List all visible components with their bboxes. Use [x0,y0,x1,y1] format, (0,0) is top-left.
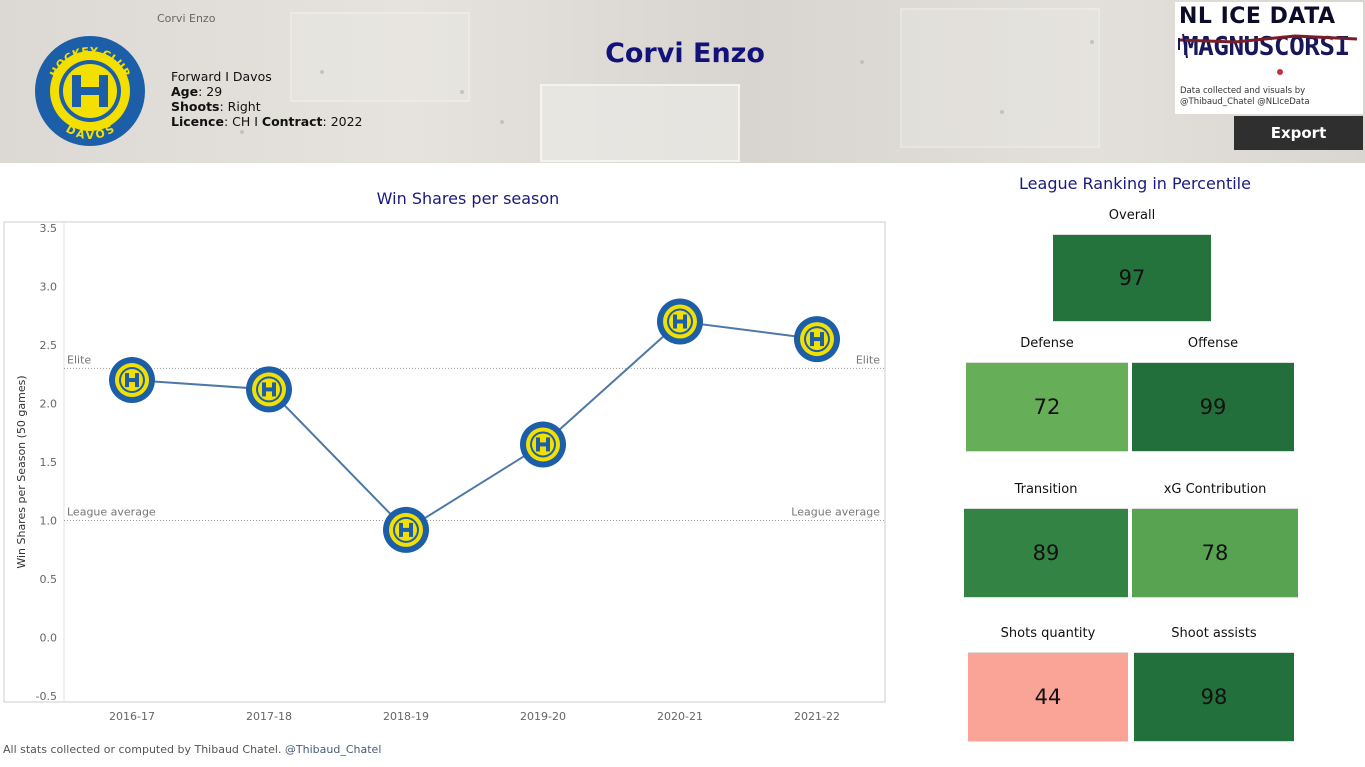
player-licence-contract: Licence: CH I Contract: 2022 [171,114,363,129]
reference-label-left: League average [67,506,156,519]
page-title: Corvi Enzo [605,38,765,69]
brand-logo: NL ICE DATA MAGNUSCORSI Data collected a… [1175,2,1363,114]
marker-logo-letter [536,442,550,447]
header-banner: Corvi Enzo HOCKEY CLUB DAVOS Forward I D… [0,0,1365,163]
banner-speck [1000,110,1004,114]
banner-speck [460,90,464,94]
player-name-small: Corvi Enzo [157,12,216,25]
percentile-tile-overall: 97 [1053,234,1211,322]
x-tick-label: 2016-17 [109,710,155,723]
marker-logo-letter [673,319,687,324]
win-shares-chart: Win Shares per Season (50 games) 3.5 3.0 2… [3,221,886,723]
export-button[interactable]: Export [1234,116,1363,150]
percentile-label-overall: Overall [1108,208,1156,223]
footer-credit: All stats collected or computed by Thiba… [3,743,382,756]
x-tick-label: 2021-22 [794,710,840,723]
y-tick-label: 0.5 [40,573,58,586]
data-point-marker [109,357,155,404]
percentile-label-xg-contribution: xG Contribution [1163,482,1267,497]
x-tick-label: 2020-21 [657,710,703,723]
percentile-tile-defense: 72 [966,362,1128,452]
brand-scribble-icon [1178,33,1358,75]
player-age: Age: 29 [171,84,223,99]
y-tick-label: 2.5 [40,339,58,352]
club-logo: HOCKEY CLUB DAVOS [35,36,145,146]
percentile-label-shoot-assists: Shoot assists [1171,626,1257,641]
marker-logo-letter [125,378,139,383]
y-tick-label: 0.0 [40,632,58,645]
banner-speck [860,60,864,64]
marker-logo-letter [399,527,413,532]
reference-label-right: Elite [856,353,880,366]
y-tick-label: 1.5 [40,456,58,469]
player-shoots: Shoots: Right [171,99,261,114]
brand-title: NL ICE DATA [1179,4,1336,29]
marker-logo-letter [810,337,824,342]
chart-frame [3,221,886,703]
y-tick-label: 2.0 [40,397,58,410]
y-axis-label: Win Shares per Season (50 games) [15,375,28,568]
percentile-tile-xg-contribution: 78 [1132,508,1298,598]
percentile-tile-transition: 89 [964,508,1128,598]
banner-rink-background [290,12,470,102]
x-tick-label: 2017-18 [246,710,292,723]
y-tick-label: -0.5 [36,690,57,703]
y-tick-label: 1.0 [40,515,58,528]
y-tick-label: 3.5 [40,222,58,235]
brand-credit: Data collected and visuals by @Thibaud_C… [1180,86,1310,107]
percentile-tile-shots-quantity: 44 [968,652,1128,742]
banner-speck [1090,40,1094,44]
data-point-marker [246,366,292,413]
marker-logo-letter [262,387,276,392]
banner-speck [320,70,324,74]
player-role-team: Forward I Davos [171,69,272,84]
club-logo-letter [72,87,108,95]
x-tick-label: 2019-20 [520,710,566,723]
reference-label-right: League average [791,506,880,519]
banner-rink-background [900,8,1100,148]
series-line [131,320,818,532]
chart-title: Win Shares per season [376,189,560,208]
data-point-marker [794,316,840,363]
banner-rink-background [540,84,740,162]
footer-handle-link[interactable]: @Thibaud_Chatel [284,743,382,756]
percentile-label-transition: Transition [1014,482,1078,497]
percentile-tile-offense: 99 [1132,362,1294,452]
banner-speck [500,120,504,124]
y-tick-label: 3.0 [40,280,58,293]
reference-label-left: Elite [67,353,91,366]
percentile-title: League Ranking in Percentile [1019,174,1251,193]
percentile-label-offense: Offense [1187,336,1239,351]
percentile-tile-shoot-assists: 98 [1134,652,1294,742]
banner-speck [240,130,244,134]
data-point-marker [383,506,429,553]
x-tick-label: 2018-19 [383,710,429,723]
percentile-label-defense: Defense [1020,336,1074,351]
player-info: Forward I Davos Age: 29 Shoots: Right Li… [171,69,363,129]
data-point-marker [520,421,566,468]
percentile-label-shots-quantity: Shots quantity [1000,626,1096,641]
data-point-marker [657,298,703,345]
